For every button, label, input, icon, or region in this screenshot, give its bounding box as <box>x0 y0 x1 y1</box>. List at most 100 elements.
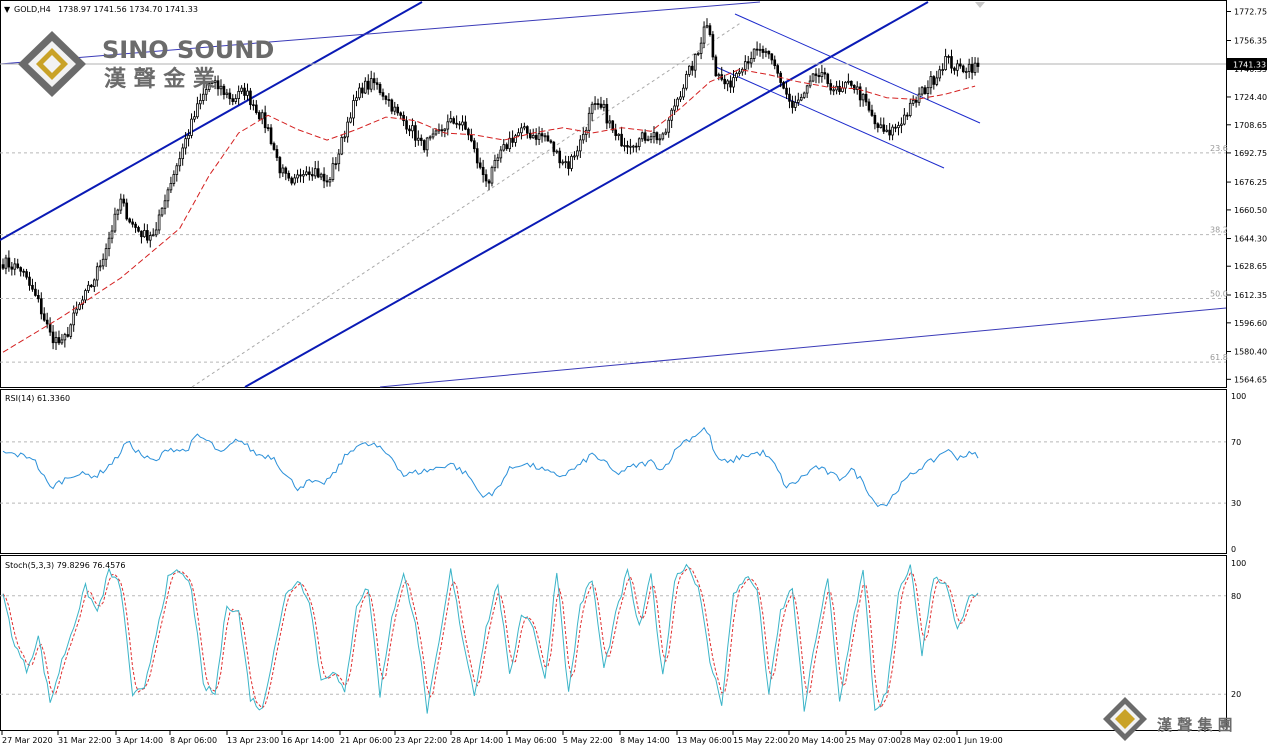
time-tick-label: 28 May 02:00 <box>901 736 956 745</box>
candle-body <box>434 130 438 135</box>
candle-body <box>888 129 891 136</box>
candle-body <box>104 248 108 260</box>
candle-body <box>682 87 685 98</box>
candle-body <box>125 202 129 220</box>
rsi-axis: 100 70 30 0 <box>1231 392 1246 554</box>
brand-name-cjk: 漢 聲 金 業 <box>104 66 216 92</box>
candle-body <box>231 98 235 102</box>
candle-body <box>246 90 249 96</box>
candle-body <box>617 133 620 136</box>
candle-body <box>178 158 182 167</box>
candle-body <box>93 279 96 288</box>
rsi-levels <box>0 441 1226 504</box>
candle-body <box>770 53 774 61</box>
candle-body <box>375 82 379 85</box>
candle-body <box>976 62 980 67</box>
candle-body <box>228 92 232 100</box>
candle-body <box>45 319 49 325</box>
candle-body <box>741 68 744 73</box>
candle-body <box>419 137 423 141</box>
candle-body <box>363 80 367 94</box>
candle-body <box>181 147 184 160</box>
candle-body <box>63 334 67 341</box>
rsi-tick-label: 30 <box>1231 499 1241 508</box>
candle-body <box>502 144 506 151</box>
footer-brand-cjk: 漢 聲 集 團 <box>1157 716 1233 734</box>
candle-body <box>293 177 296 184</box>
candle-body <box>278 157 282 174</box>
candle-body <box>531 135 535 139</box>
price-tick-label: 1628.65 <box>1234 262 1267 271</box>
symbol-marker-icon: ▼ <box>4 5 11 14</box>
candle-body <box>101 258 105 267</box>
candle-body <box>543 135 547 138</box>
candle-body <box>523 126 526 129</box>
candle-body <box>903 114 906 125</box>
candle-body <box>216 80 220 90</box>
candle-body <box>190 118 193 136</box>
time-tick-label: 15 May 22:00 <box>733 736 788 745</box>
candle-body <box>511 137 514 143</box>
candle-body <box>938 69 942 79</box>
candle-body <box>417 137 420 141</box>
candle-body <box>570 155 573 169</box>
shift-marker-icon <box>975 2 985 8</box>
time-tick-label: 3 Apr 14:00 <box>116 736 163 745</box>
candle-body <box>599 103 603 108</box>
candlestick-series <box>1 18 980 350</box>
candle-body <box>717 74 721 77</box>
candle-body <box>475 148 479 164</box>
candle-body <box>738 71 741 74</box>
symbol-label: GOLD,H4 <box>14 5 51 14</box>
candle-body <box>257 112 261 120</box>
candle-body <box>308 171 311 175</box>
candle-body <box>107 237 111 250</box>
candle-body <box>791 100 794 108</box>
candle-body <box>947 56 950 58</box>
candle-body <box>255 104 258 113</box>
candle-body <box>861 93 865 101</box>
trend-lines <box>0 1 1227 388</box>
candle-body <box>222 85 226 95</box>
candle-body <box>19 267 22 272</box>
candle-body <box>508 137 511 150</box>
candle-body <box>967 63 971 72</box>
candle-body <box>908 102 912 116</box>
candle-body <box>163 200 167 209</box>
candle-body <box>328 179 332 183</box>
candle-body <box>98 265 102 268</box>
candle-body <box>705 25 709 28</box>
candle-body <box>850 80 853 86</box>
candle-body <box>714 56 718 77</box>
candle-body <box>905 114 909 117</box>
candle-body <box>637 138 641 148</box>
candle-body <box>302 174 305 177</box>
candle-body <box>855 86 859 90</box>
candle-body <box>119 198 123 211</box>
stoch-signal-line <box>2 567 979 710</box>
candle-body <box>243 87 246 96</box>
candle-body <box>632 145 635 148</box>
candle-body <box>378 84 382 94</box>
candle-body <box>219 85 223 90</box>
candle-body <box>22 270 25 273</box>
time-tick-label: 21 Apr 06:00 <box>340 736 392 745</box>
candle-body <box>941 69 944 71</box>
long-lower-line <box>379 307 1227 388</box>
candle-body <box>923 87 927 94</box>
candle-body <box>935 77 939 85</box>
candle-body <box>620 133 623 147</box>
rsi-line <box>2 426 979 508</box>
price-tick-label: 1708.65 <box>1234 121 1267 130</box>
candle-body <box>422 140 426 151</box>
candle-body <box>408 128 411 132</box>
price-panel-frame <box>0 0 1227 388</box>
candle-body <box>858 86 862 101</box>
candle-body <box>240 87 243 92</box>
candle-body <box>646 138 650 141</box>
candle-body <box>552 141 556 152</box>
footer-logo <box>1103 697 1147 741</box>
candle-body <box>526 126 529 134</box>
fib-level-label: 50.0 <box>1210 289 1228 298</box>
candle-body <box>143 230 146 238</box>
